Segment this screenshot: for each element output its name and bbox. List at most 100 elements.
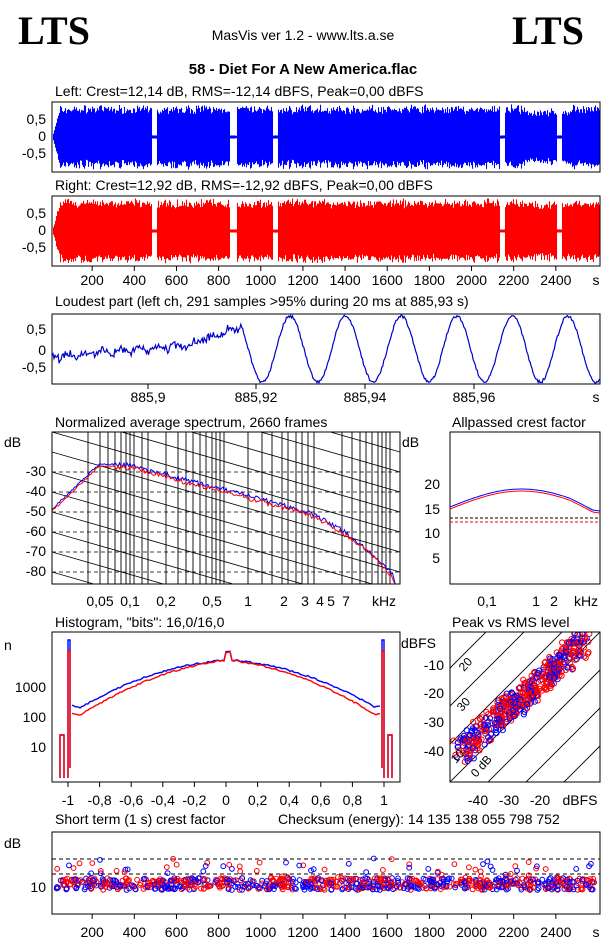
shortcrest-point <box>469 886 476 893</box>
shortcrest-point <box>472 866 479 873</box>
shortcrest-point <box>570 886 577 893</box>
peakrms-point <box>497 709 504 717</box>
shortcrest-ylabel: dB <box>4 835 21 851</box>
shortcrest-point <box>134 876 141 883</box>
peakrms-ytick-3: -30 <box>424 714 444 730</box>
peakrms-point <box>494 716 501 723</box>
shortcrest-point <box>308 875 315 882</box>
allpass-xunit: kHz <box>574 593 598 609</box>
peakrms-point <box>461 758 468 765</box>
shortcrest-point <box>168 881 175 888</box>
spectrum-xtick-9: 5 <box>327 593 335 609</box>
peakrms-point <box>499 727 506 734</box>
shortcrest-point <box>503 873 510 880</box>
peakrms-ylabel: dBFS <box>401 635 436 651</box>
peakrms-point <box>464 757 471 764</box>
shortcrest-point <box>478 873 484 880</box>
shortcrest-point <box>514 867 520 874</box>
shortcrest-point <box>102 884 109 890</box>
shortcrest-point <box>313 884 320 891</box>
shortcrest-point <box>340 885 346 892</box>
shortcrest-point <box>263 878 270 884</box>
wave-xtick-label: 1600 <box>372 272 403 288</box>
shortcrest-point <box>173 861 180 868</box>
shortcrest-point <box>239 875 246 882</box>
allpass-frame <box>449 431 601 585</box>
wave-xtick-label: 2400 <box>540 272 571 288</box>
sc-xtick-label: 1800 <box>414 924 445 940</box>
peakrms-point <box>577 652 584 659</box>
spectrum-right <box>52 464 396 584</box>
peakrms-points <box>450 632 593 765</box>
shortcrest-point <box>97 868 104 874</box>
spectrum-xtick-8: 4 <box>316 593 324 609</box>
peakrms-point <box>499 696 506 703</box>
shortcrest-point <box>236 886 243 893</box>
peakrms-point <box>551 660 558 667</box>
shortcrest-point <box>235 884 242 890</box>
peakrms-point <box>555 651 562 658</box>
shortcrest-point <box>226 861 233 868</box>
shortcrest-point <box>554 883 561 889</box>
allpass-ytick-3: 10 <box>424 525 440 541</box>
shortcrest-point <box>300 862 307 869</box>
peakrms-point <box>558 672 565 679</box>
peakrms-point <box>563 639 571 646</box>
shortcrest-title: Short term (1 s) crest factor <box>55 811 226 827</box>
shortcrest-point <box>371 875 378 882</box>
peakrms-point <box>477 721 484 728</box>
shortcrest-point <box>185 875 191 882</box>
peakrms-point <box>524 688 531 695</box>
shortcrest-point <box>542 866 549 872</box>
shortcrest-point <box>415 886 422 892</box>
shortcrest-point <box>376 887 383 893</box>
spectrum-xunit: kHz <box>372 593 396 609</box>
shortcrest-point <box>446 883 453 890</box>
shortcrest-point <box>335 874 341 880</box>
shortcrest-points <box>53 855 597 893</box>
loudest-xtick-4: 885,96 <box>453 389 496 405</box>
shortcrest-point <box>370 855 377 862</box>
right-waveform <box>52 198 601 264</box>
shortcrest-point <box>97 870 104 877</box>
shortcrest-xaxis: 200 400 600 800 1000 1200 1400 1600 1800 2000 2200… <box>52 913 600 940</box>
peakrms-point <box>517 696 524 703</box>
sc-xtick-label: 1200 <box>287 924 318 940</box>
shortcrest-point <box>300 884 307 891</box>
shortcrest-point <box>233 877 239 883</box>
shortcrest-point <box>191 878 198 885</box>
shortcrest-point <box>170 855 177 862</box>
hist-xtick-label: -0,4 <box>151 792 175 808</box>
shortcrest-point <box>366 884 373 891</box>
checksum: Checksum (energy): 14 135 138 055 798 75… <box>278 811 560 827</box>
shortcrest-point <box>250 878 257 885</box>
shortcrest-point <box>255 886 262 892</box>
shortcrest-point <box>300 881 306 888</box>
shortcrest-point <box>406 864 413 871</box>
shortcrest-point <box>279 873 285 880</box>
shortcrest-point <box>396 884 403 891</box>
shortcrest-point <box>57 877 64 884</box>
loudest-xunit: s <box>593 389 600 405</box>
shortcrest-point <box>357 877 363 883</box>
shortcrest-point <box>354 880 361 887</box>
shortcrest-point <box>110 877 117 884</box>
peakrms-point <box>570 665 577 672</box>
shortcrest-point <box>121 869 128 875</box>
peakrms-point <box>490 712 497 719</box>
shortcrest-point <box>80 879 86 886</box>
histogram-ytick-1: 1000 <box>15 679 46 695</box>
shortcrest-point <box>579 876 586 883</box>
wave-xtick-label: 1800 <box>414 272 445 288</box>
peakrms-point <box>554 654 561 661</box>
shortcrest-point <box>202 863 209 869</box>
shortcrest-point <box>163 883 170 890</box>
peakrms-point <box>455 743 462 750</box>
peakrms-point <box>504 710 512 717</box>
loudest-ytick-1: 0,5 <box>27 321 47 337</box>
shortcrest-point <box>214 879 221 886</box>
shortcrest-point <box>296 862 303 869</box>
peakrms-point <box>469 745 476 752</box>
spectrum-xtick-6: 2 <box>280 593 288 609</box>
sc-xunit: s <box>593 924 600 940</box>
